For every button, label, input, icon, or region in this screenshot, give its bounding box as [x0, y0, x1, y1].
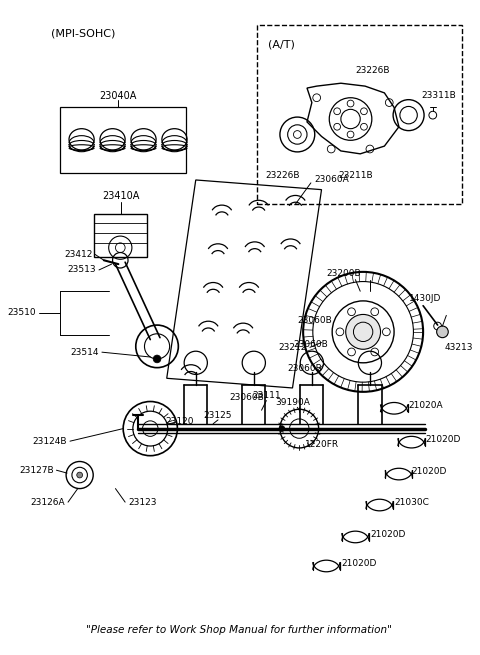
Text: 23060B: 23060B — [229, 393, 264, 402]
Circle shape — [77, 472, 83, 478]
Text: 23125: 23125 — [204, 411, 232, 420]
Text: 21030C: 21030C — [394, 498, 429, 506]
Text: 21020D: 21020D — [370, 529, 405, 538]
Text: 43213: 43213 — [444, 343, 473, 352]
Text: 21020D: 21020D — [411, 466, 447, 476]
Text: "Please refer to Work Shop Manual for further information": "Please refer to Work Shop Manual for fu… — [86, 625, 392, 635]
Bar — [60, 107, 186, 173]
Text: 23200B: 23200B — [326, 269, 361, 278]
Text: 23060B: 23060B — [288, 364, 323, 373]
Bar — [257, 25, 462, 204]
Text: 23226B: 23226B — [265, 170, 300, 179]
Text: 21020D: 21020D — [425, 435, 460, 443]
Text: 23226B: 23226B — [356, 66, 390, 75]
Text: 23126A: 23126A — [31, 498, 65, 506]
Text: 1430JD: 1430JD — [408, 295, 441, 303]
Bar — [94, 214, 147, 257]
Text: 23311B: 23311B — [421, 91, 456, 100]
Text: 21020A: 21020A — [408, 401, 443, 410]
Circle shape — [153, 355, 161, 363]
Text: 23040A: 23040A — [100, 91, 137, 101]
Text: 23412: 23412 — [64, 250, 92, 259]
Text: 23510: 23510 — [8, 308, 36, 317]
Text: 23211B: 23211B — [338, 170, 372, 179]
Text: 23123: 23123 — [128, 498, 156, 506]
Text: 23060B: 23060B — [297, 316, 332, 325]
Text: (MPI-SOHC): (MPI-SOHC) — [50, 28, 115, 38]
Text: 1220FR: 1220FR — [304, 440, 338, 449]
Text: 23060A: 23060A — [315, 176, 349, 185]
Text: 23514: 23514 — [71, 348, 99, 357]
Circle shape — [279, 426, 285, 432]
Text: (A/T): (A/T) — [268, 40, 295, 50]
Circle shape — [437, 326, 448, 338]
Text: 23111: 23111 — [252, 391, 281, 400]
Text: 39190A: 39190A — [275, 398, 310, 407]
Circle shape — [346, 314, 381, 349]
Text: 23513: 23513 — [68, 265, 96, 274]
Text: 23410A: 23410A — [103, 191, 140, 201]
Text: 23127B: 23127B — [19, 466, 54, 475]
Text: 23124B: 23124B — [33, 437, 67, 445]
Text: 23212: 23212 — [278, 343, 307, 352]
Text: 21020D: 21020D — [341, 559, 376, 568]
Text: 23060B: 23060B — [293, 340, 328, 349]
Text: 23120: 23120 — [165, 417, 193, 426]
